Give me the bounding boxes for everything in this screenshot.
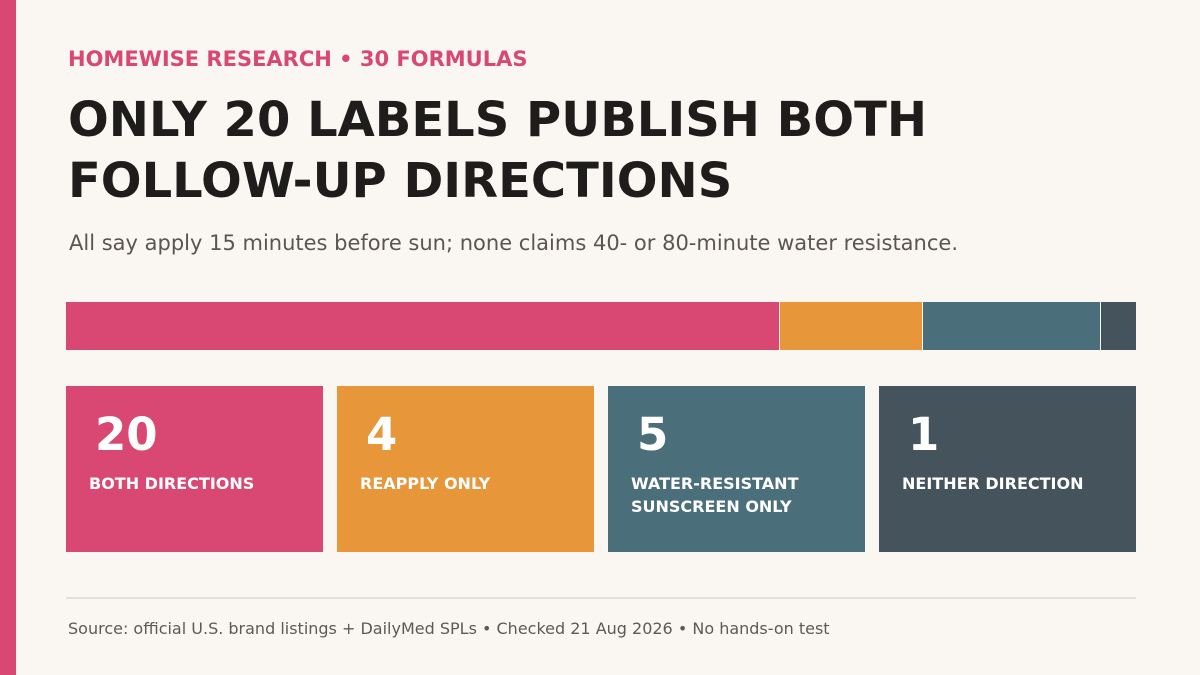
card-reapply: 4 REAPPLY ONLY [337,386,594,552]
card-value: 1 [908,408,940,461]
bar-segment-neither [1100,302,1136,350]
bar-segment-water-resistant [921,302,1101,350]
chart-subtitle: All say apply 15 minutes before sun; non… [69,231,958,255]
card-label: BOTH DIRECTIONS [89,474,255,493]
accent-bar [0,0,16,675]
bar-segment-both [66,302,780,350]
card-water-resistant: 5 WATER-RESISTANT SUNSCREEN ONLY [608,386,865,552]
chart-title: ONLY 20 LABELS PUBLISH BOTH FOLLOW-UP DI… [68,92,927,209]
card-value: 20 [95,408,158,461]
category-cards: 20 BOTH DIRECTIONS 4 REAPPLY ONLY 5 WATER-RES… [66,386,1136,552]
card-value: 4 [366,408,398,461]
card-neither: 1 NEITHER DIRECTION [879,386,1136,552]
card-both: 20 BOTH DIRECTIONS [66,386,323,552]
card-label: NEITHER DIRECTION [902,474,1084,493]
stacked-bar [66,302,1136,350]
card-label: WATER-RESISTANT SUNSCREEN ONLY [631,474,799,516]
divider [66,597,1136,599]
card-value: 5 [637,408,669,461]
bar-segment-reapply [779,302,922,350]
kicker: HOMEWISE RESEARCH • 30 FORMULAS [68,47,528,71]
card-label: REAPPLY ONLY [360,474,491,493]
source-note: Source: official U.S. brand listings + D… [68,619,830,638]
